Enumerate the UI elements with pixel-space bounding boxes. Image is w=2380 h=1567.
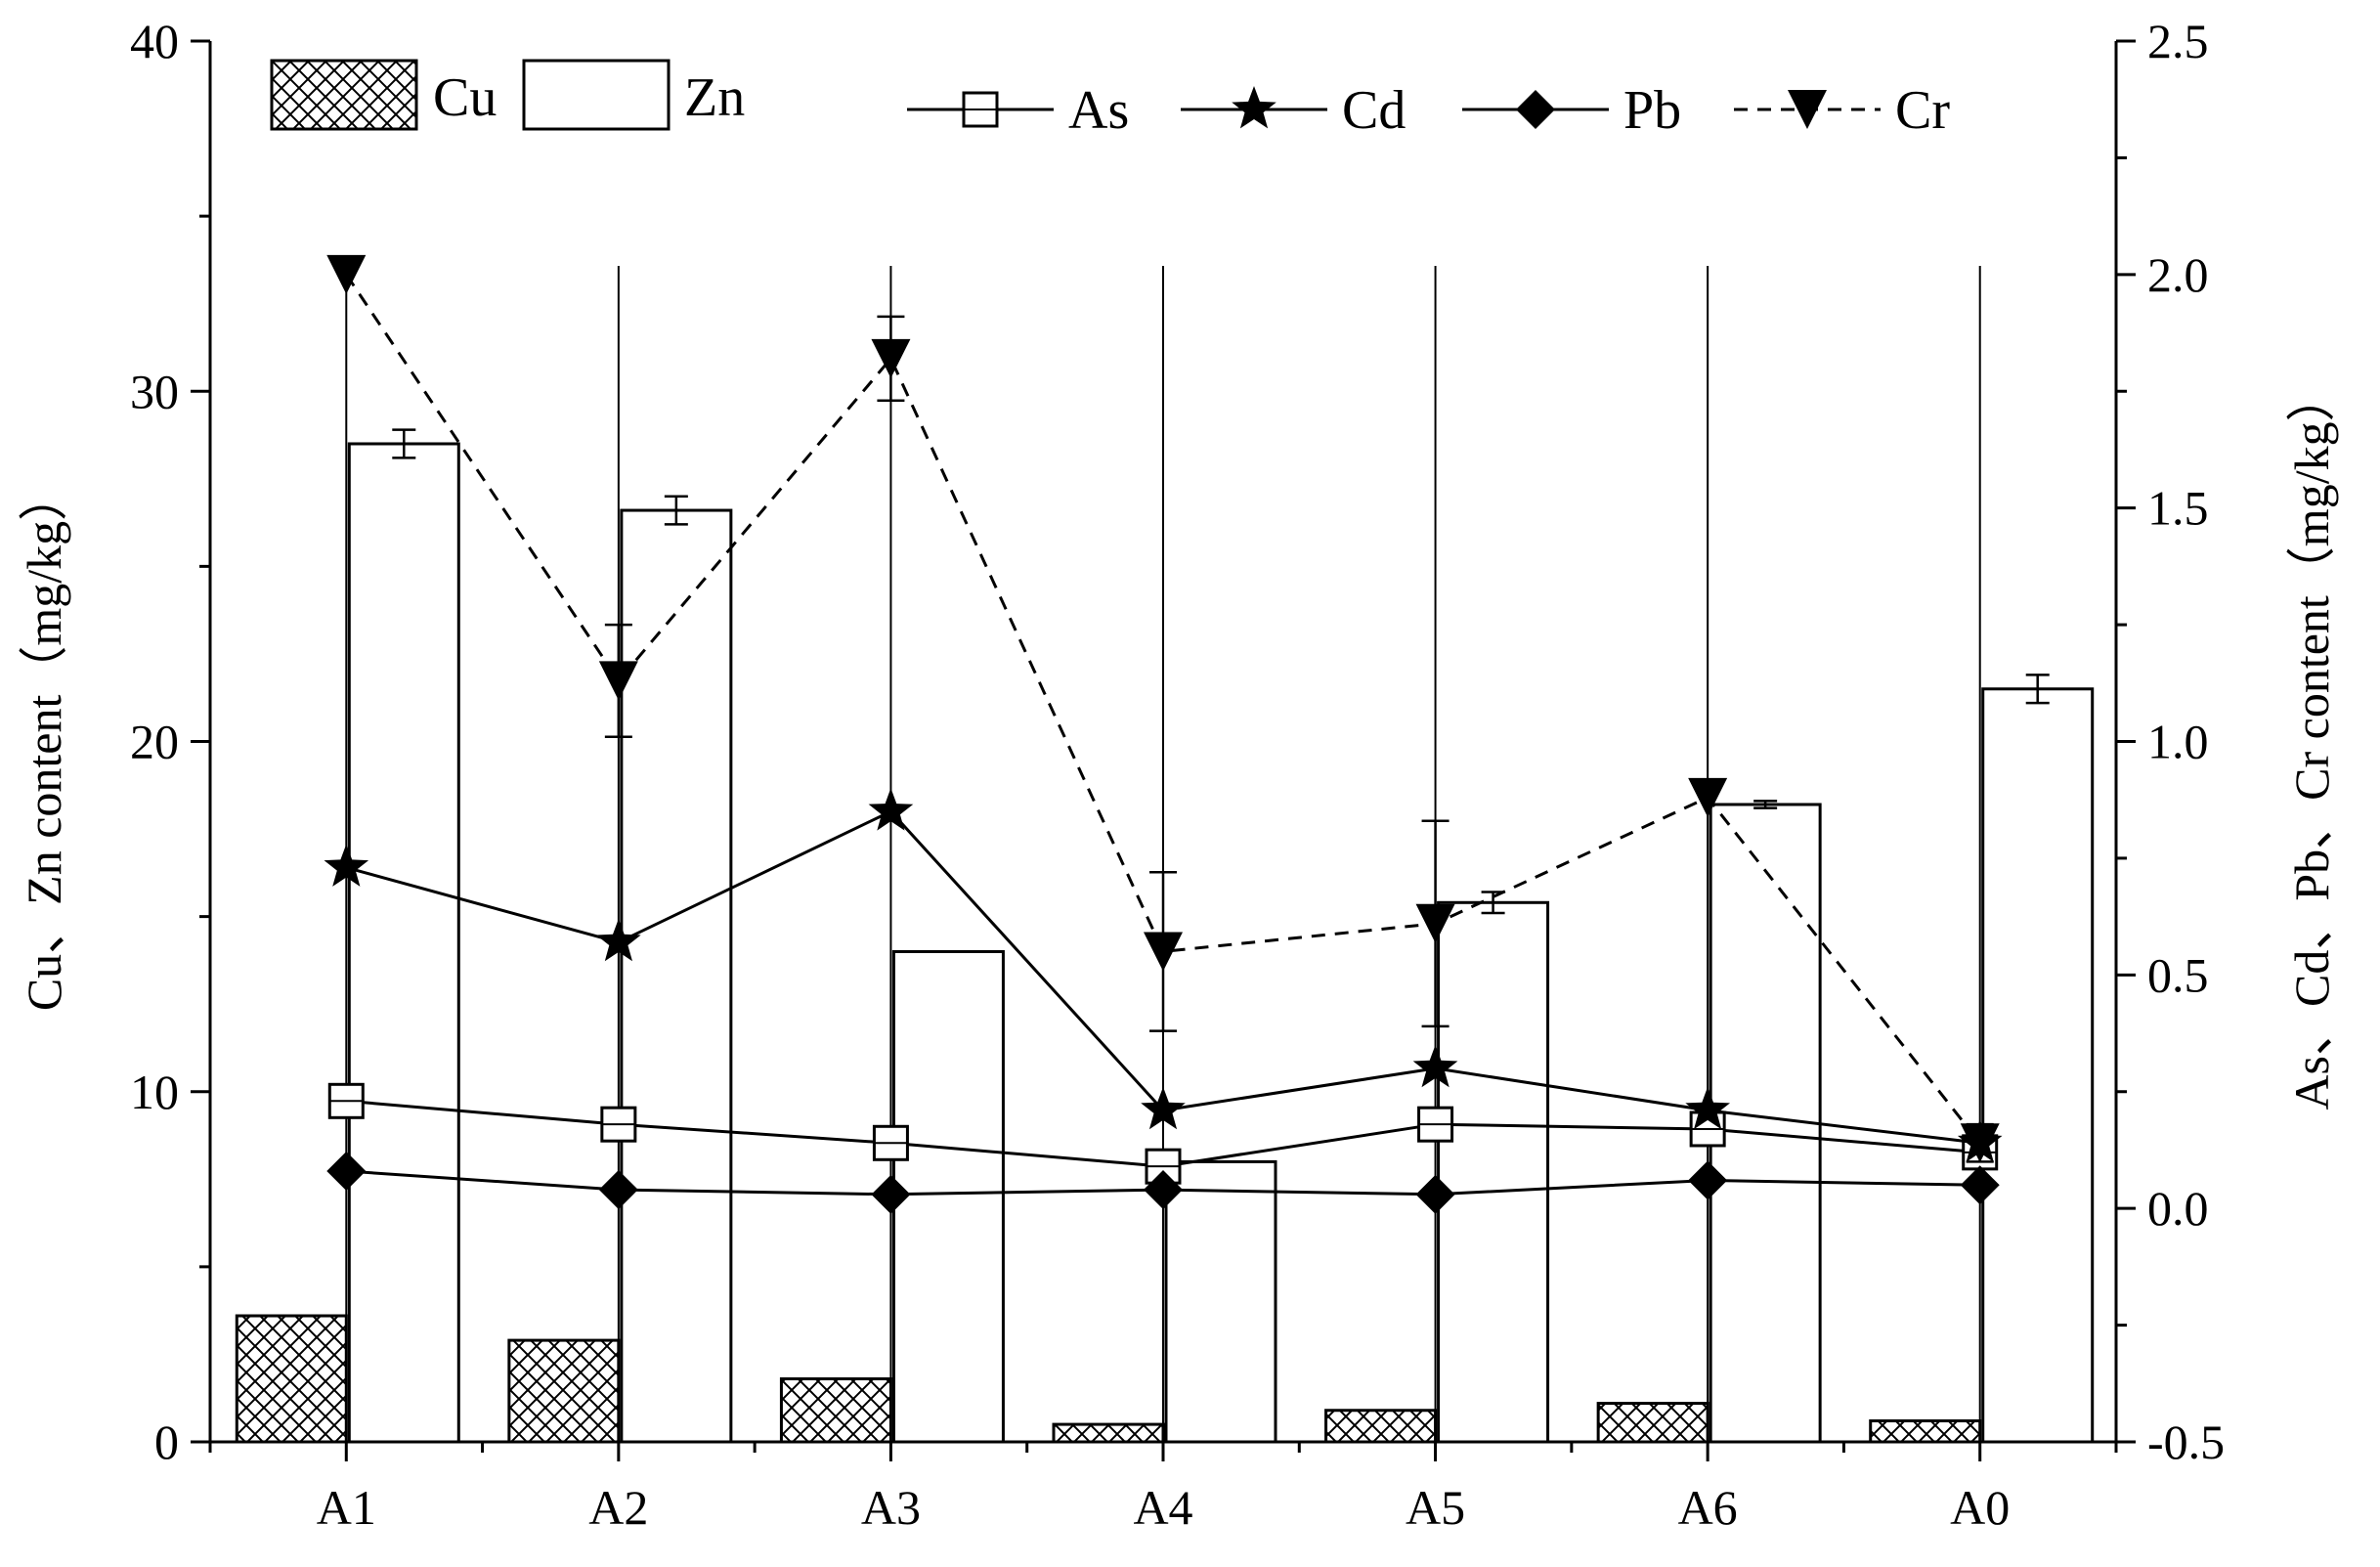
cd-point bbox=[1685, 1086, 1730, 1130]
right-tick-label: -0.5 bbox=[2147, 1415, 2225, 1469]
cd-point bbox=[1412, 1044, 1458, 1088]
legend-label-zn: Zn bbox=[684, 67, 745, 128]
legend-marker-cr bbox=[1788, 90, 1827, 129]
cu-bar bbox=[1596, 1402, 1709, 1444]
x-tick-label: A2 bbox=[588, 1480, 648, 1535]
zn-bar bbox=[347, 442, 460, 1444]
legend-label-as: As bbox=[1068, 80, 1129, 141]
pb-point bbox=[326, 1151, 367, 1191]
cu-bar bbox=[1869, 1419, 1982, 1444]
right-axis-title: As、Cd、Pb、Cr content（mg/kg） bbox=[2284, 372, 2339, 1110]
legend-label-cr: Cr bbox=[1895, 80, 1950, 141]
cd-point bbox=[596, 918, 641, 962]
cd-point bbox=[1141, 1086, 1186, 1130]
legend-label-cu: Cu bbox=[433, 67, 497, 128]
zn-bar bbox=[1437, 900, 1550, 1444]
cr-point bbox=[1688, 777, 1728, 817]
left-axis-title: Cu、Zn content（mg/kg） bbox=[17, 472, 71, 1011]
cr-point bbox=[598, 661, 638, 701]
right-tick-label: 0.0 bbox=[2147, 1181, 2209, 1236]
legend-swatch-cu bbox=[270, 59, 418, 131]
left-tick-label: 20 bbox=[130, 715, 179, 769]
cd-point bbox=[324, 844, 369, 887]
cu-bar bbox=[235, 1314, 348, 1444]
axes-layer: 0 10 20 30 40 -0.5 0.0 0.5 1.0 1.5 2.0 2.5 A1 A2 A3 A4 A… bbox=[17, 14, 2339, 1535]
right-tick-label: 0.5 bbox=[2147, 947, 2209, 1002]
pb-point bbox=[1144, 1170, 1183, 1210]
x-tick-label: A4 bbox=[1133, 1480, 1192, 1535]
pb-point bbox=[1960, 1165, 2000, 1205]
left-tick-label: 30 bbox=[130, 364, 179, 418]
legend: Cu Zn As Cd Pb Cr bbox=[270, 59, 1950, 141]
x-tick-label: A5 bbox=[1406, 1480, 1465, 1535]
cd-point bbox=[868, 788, 914, 831]
x-tick-label: A1 bbox=[317, 1480, 376, 1535]
right-tick-label: 2.5 bbox=[2147, 14, 2209, 68]
zn-bar bbox=[891, 949, 1005, 1444]
right-tick-label: 1.5 bbox=[2147, 481, 2209, 536]
cu-bar bbox=[1324, 1409, 1438, 1444]
cr-point bbox=[1960, 1123, 2000, 1163]
zn-bar bbox=[1981, 687, 2095, 1444]
legend-marker-cd bbox=[1232, 86, 1277, 129]
bars-layer bbox=[235, 266, 2095, 1444]
legend-swatch-zn bbox=[522, 59, 671, 131]
x-tick-label: A6 bbox=[1678, 1480, 1738, 1535]
pb-point bbox=[871, 1174, 911, 1214]
pb-point bbox=[1688, 1160, 1728, 1200]
pb-point bbox=[1415, 1174, 1455, 1214]
x-tick-label: A0 bbox=[1950, 1480, 2010, 1535]
cu-bar bbox=[779, 1377, 892, 1444]
zn-bar bbox=[1164, 1159, 1277, 1444]
left-tick-label: 10 bbox=[130, 1065, 179, 1119]
left-tick-label: 0 bbox=[154, 1415, 179, 1469]
cu-bar bbox=[507, 1338, 621, 1444]
legend-marker-pb bbox=[1516, 90, 1555, 129]
x-tick-label: A3 bbox=[861, 1480, 921, 1535]
cr-point bbox=[1144, 932, 1183, 972]
legend-label-pb: Pb bbox=[1623, 80, 1681, 141]
pb-point bbox=[598, 1170, 638, 1210]
cr-point bbox=[871, 338, 911, 378]
right-tick-label: 2.0 bbox=[2147, 247, 2209, 302]
lines-layer bbox=[324, 254, 2003, 1214]
legend-label-cd: Cd bbox=[1342, 80, 1406, 141]
cr-point bbox=[1415, 903, 1455, 943]
left-tick-label: 40 bbox=[130, 14, 179, 68]
cr-point bbox=[326, 254, 367, 294]
right-tick-label: 1.0 bbox=[2147, 715, 2209, 769]
zn-bar bbox=[620, 508, 733, 1444]
cu-bar bbox=[1052, 1422, 1165, 1444]
